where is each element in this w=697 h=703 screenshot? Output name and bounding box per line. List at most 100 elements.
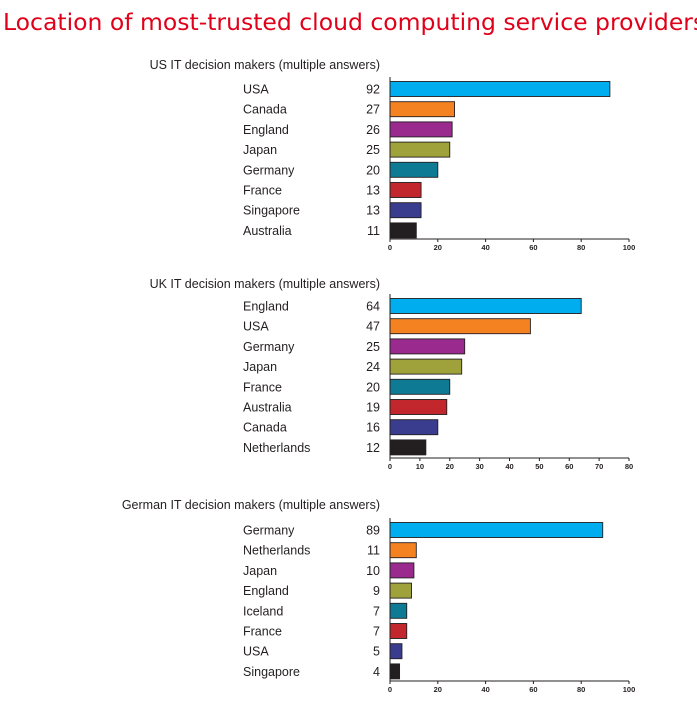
bar — [389, 582, 412, 599]
chart-panel-1: US IT decision makers (multiple answers)… — [150, 58, 636, 252]
x-tick-label: 70 — [595, 462, 603, 471]
bar — [389, 663, 401, 680]
chart-title: US IT decision makers (multiple answers) — [150, 58, 380, 72]
category-label: USA — [243, 645, 269, 659]
x-tick-label: 40 — [481, 685, 489, 694]
x-tick-label: 10 — [416, 462, 424, 471]
category-label: Canada — [243, 421, 287, 435]
bar — [389, 623, 408, 639]
x-tick-label: 40 — [481, 243, 489, 252]
category-label: Japan — [243, 564, 277, 578]
category-label: Australia — [243, 224, 292, 238]
x-tick-label: 20 — [434, 685, 442, 694]
bar — [389, 522, 604, 538]
value-label: 27 — [366, 103, 380, 117]
bar — [389, 141, 451, 158]
value-label: 24 — [366, 360, 380, 374]
category-label: USA — [243, 83, 269, 97]
category-label: Netherlands — [243, 441, 310, 455]
bar — [389, 439, 427, 456]
chart-title: German IT decision makers (multiple answ… — [122, 498, 380, 512]
x-tick-label: 80 — [625, 462, 633, 471]
x-tick-label: 60 — [529, 243, 537, 252]
bar — [389, 298, 582, 314]
value-label: 92 — [366, 83, 380, 97]
value-label: 5 — [373, 645, 380, 659]
bar — [389, 562, 415, 579]
bar — [389, 101, 455, 118]
x-tick-label: 80 — [577, 243, 585, 252]
bar — [389, 202, 422, 219]
main-title: Location of most-trusted cloud computing… — [3, 8, 697, 36]
value-label: 19 — [366, 401, 380, 415]
category-label: Germany — [243, 340, 295, 354]
value-label: 20 — [366, 163, 380, 177]
x-tick-label: 60 — [565, 462, 573, 471]
category-label: France — [243, 380, 282, 394]
value-label: 7 — [373, 625, 380, 639]
bar — [389, 399, 448, 415]
value-label: 12 — [366, 441, 380, 455]
x-tick-label: 40 — [505, 462, 513, 471]
value-label: 25 — [366, 143, 380, 157]
x-tick-label: 0 — [388, 243, 392, 252]
category-label: Canada — [243, 103, 287, 117]
value-label: 9 — [373, 584, 380, 598]
value-label: 13 — [366, 204, 380, 218]
x-tick-label: 60 — [529, 685, 537, 694]
x-tick-label: 30 — [475, 462, 483, 471]
bar — [389, 222, 417, 239]
category-label: USA — [243, 320, 269, 334]
value-label: 11 — [367, 224, 380, 238]
category-label: Singapore — [243, 665, 300, 679]
bar — [389, 602, 408, 619]
value-label: 13 — [366, 184, 380, 198]
category-label: Germany — [243, 524, 295, 538]
category-label: Singapore — [243, 204, 300, 218]
bar — [389, 121, 453, 138]
value-label: 89 — [366, 524, 380, 538]
category-label: Iceland — [243, 604, 283, 618]
x-tick-label: 20 — [446, 462, 454, 471]
chart-panel-3: German IT decision makers (multiple answ… — [122, 498, 635, 694]
chart-panel-2: UK IT decision makers (multiple answers)… — [150, 277, 634, 471]
x-tick-label: 0 — [388, 685, 392, 694]
value-label: 20 — [366, 380, 380, 394]
category-label: Netherlands — [243, 544, 310, 558]
category-label: Japan — [243, 360, 277, 374]
bar — [389, 378, 451, 395]
value-label: 25 — [366, 340, 380, 354]
x-tick-label: 100 — [623, 685, 636, 694]
category-label: Germany — [243, 163, 295, 177]
x-tick-label: 20 — [434, 243, 442, 252]
x-tick-label: 50 — [535, 462, 543, 471]
category-label: England — [243, 584, 289, 598]
bar — [389, 643, 403, 660]
x-tick-label: 100 — [623, 243, 636, 252]
category-label: England — [243, 123, 289, 137]
value-label: 7 — [373, 604, 380, 618]
category-label: Japan — [243, 143, 277, 157]
bar — [389, 358, 463, 375]
category-label: England — [243, 300, 289, 314]
value-label: 4 — [373, 665, 380, 679]
category-label: Australia — [243, 401, 292, 415]
bar — [389, 182, 422, 198]
value-label: 10 — [366, 564, 380, 578]
category-label: France — [243, 625, 282, 639]
category-label: France — [243, 184, 282, 198]
bar — [389, 81, 611, 97]
x-tick-label: 0 — [388, 462, 392, 471]
x-tick-label: 80 — [577, 685, 585, 694]
chart-title: UK IT decision makers (multiple answers) — [150, 277, 380, 291]
bar — [389, 419, 439, 436]
value-label: 16 — [366, 421, 380, 435]
bar — [389, 542, 417, 559]
value-label: 11 — [367, 544, 380, 558]
bar — [389, 161, 439, 178]
bar — [389, 318, 531, 335]
bar — [389, 338, 466, 355]
value-label: 26 — [366, 123, 380, 137]
value-label: 64 — [366, 300, 380, 314]
